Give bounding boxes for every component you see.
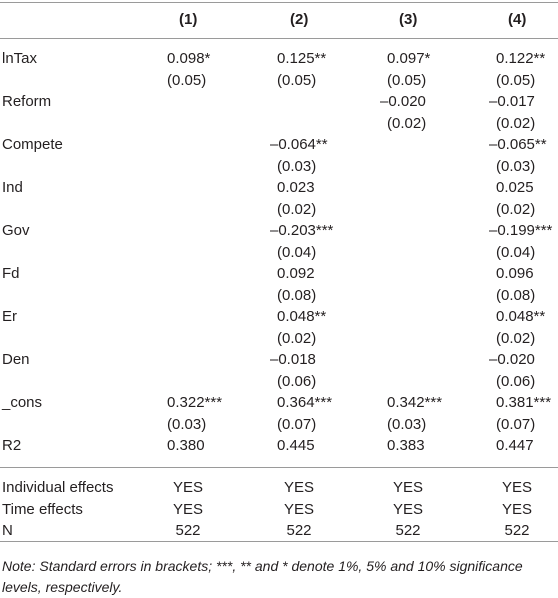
row-label: lnTax (2, 50, 38, 67)
cell: –0.020 (489, 351, 535, 368)
cell: 0.364*** (277, 394, 333, 411)
cell: 0.097* (387, 50, 431, 67)
cell: (0.03) (167, 415, 207, 433)
cell: (0.02) (496, 200, 536, 218)
cell: 0.322*** (167, 394, 223, 411)
column-header: (4) (508, 11, 527, 28)
cell: 0.025 (496, 179, 534, 196)
top-rule (0, 2, 558, 3)
row-label: Fd (2, 265, 20, 282)
cell: 0.096 (496, 265, 534, 282)
cell: –0.203*** (270, 222, 334, 239)
row-label: Ind (2, 179, 23, 196)
cell: 0.342*** (387, 394, 443, 411)
cell: (0.03) (496, 157, 536, 175)
cell: –0.064** (270, 136, 328, 153)
row-label: Individual effects (2, 479, 114, 496)
cell: 0.383 (387, 437, 425, 454)
cell: (0.05) (277, 71, 317, 89)
cell: 0.445 (277, 437, 315, 454)
row-label: Gov (2, 222, 30, 239)
cell: 0.447 (496, 437, 534, 454)
row-label: Reform (2, 93, 52, 110)
row-label: _cons (2, 394, 43, 411)
row-label: R2 (2, 437, 22, 454)
row-label: Er (2, 308, 17, 325)
cell: YES (393, 479, 424, 496)
cell: 0.380 (167, 437, 205, 454)
cell: (0.02) (277, 200, 317, 218)
column-header: (1) (179, 11, 198, 28)
cell: (0.04) (277, 243, 317, 261)
cell: (0.05) (496, 71, 536, 89)
cell: –0.065** (489, 136, 547, 153)
column-header: (2) (290, 11, 309, 28)
body-rule (0, 467, 558, 468)
cell: YES (393, 500, 424, 518)
cell: YES (284, 500, 315, 518)
cell: 0.125** (277, 50, 327, 67)
cell: YES (502, 500, 533, 518)
cell: –0.018 (270, 351, 316, 368)
bottom-rule (0, 541, 558, 542)
cell: YES (502, 479, 533, 496)
cell: (0.08) (277, 286, 317, 304)
cell: (0.07) (277, 415, 317, 433)
cell: (0.04) (496, 243, 536, 261)
column-header: (3) (399, 11, 418, 28)
cell: –0.199*** (489, 222, 553, 239)
row-label: Den (2, 351, 30, 368)
cell: 0.023 (277, 179, 315, 196)
row-label: Compete (2, 136, 63, 153)
cell: (0.08) (496, 286, 536, 304)
cell: (0.02) (277, 329, 317, 347)
cell: (0.02) (387, 114, 427, 132)
cell: (0.06) (277, 372, 317, 390)
cell: 0.048** (496, 308, 546, 325)
cell: (0.02) (496, 114, 536, 132)
cell: 0.122** (496, 50, 546, 67)
cell: 522 (395, 522, 421, 539)
cell: (0.05) (387, 71, 427, 89)
cell: (0.07) (496, 415, 536, 433)
row-label: Time effects (2, 500, 83, 518)
header-rule (0, 38, 558, 39)
cell: –0.020 (380, 93, 426, 110)
cell: YES (173, 479, 204, 496)
cell: (0.06) (496, 372, 536, 390)
cell: 0.098* (167, 50, 211, 67)
cell: 0.092 (277, 265, 315, 282)
cell: YES (173, 500, 204, 518)
row-label: N (2, 522, 13, 539)
table-note: Note: Standard errors in brackets; ***, … (2, 558, 523, 595)
cell: YES (284, 479, 315, 496)
cell: 522 (175, 522, 201, 539)
cell: (0.03) (387, 415, 427, 433)
cell: –0.017 (489, 93, 535, 110)
cell: 0.048** (277, 308, 327, 325)
cell: (0.05) (167, 71, 207, 89)
cell: 522 (504, 522, 530, 539)
cell: 522 (286, 522, 312, 539)
cell: (0.02) (496, 329, 536, 347)
cell: 0.381*** (496, 394, 552, 411)
cell: (0.03) (277, 157, 317, 175)
